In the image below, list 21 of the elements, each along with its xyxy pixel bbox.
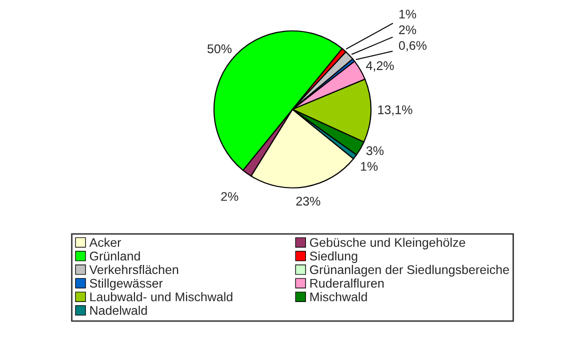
data-label: 3% bbox=[366, 146, 384, 156]
legend-label: Grünanlagen der Siedlungsbereiche bbox=[310, 264, 509, 277]
legend-label: Stillgewässer bbox=[90, 278, 163, 290]
data-label: 1% bbox=[360, 162, 378, 171]
data-label: 4,2% bbox=[366, 61, 394, 72]
data-label: 2% bbox=[221, 192, 238, 201]
data-label: 13,1% bbox=[378, 105, 412, 116]
data-label: 0,6% bbox=[398, 41, 427, 52]
data-label: 1% bbox=[399, 10, 416, 18]
legend-label: Laubwald- und Mischwald bbox=[90, 292, 232, 302]
legend-label: Ruderalfluren bbox=[310, 278, 384, 288]
data-label: 23% bbox=[296, 196, 320, 206]
legend-label: Acker bbox=[89, 238, 122, 247]
legend-label: Gebüsche und Kleingehölze bbox=[310, 238, 466, 250]
data-label: 2% bbox=[399, 25, 416, 34]
legend-label: Grünland bbox=[90, 251, 140, 261]
data-label: 50% bbox=[207, 44, 232, 54]
legend-label: Verkehrsflächen bbox=[89, 264, 178, 274]
legend-label: Mischwald bbox=[310, 292, 367, 302]
legend-label: Nadelwald bbox=[90, 306, 147, 315]
legend-label: Siedlung bbox=[310, 251, 358, 263]
